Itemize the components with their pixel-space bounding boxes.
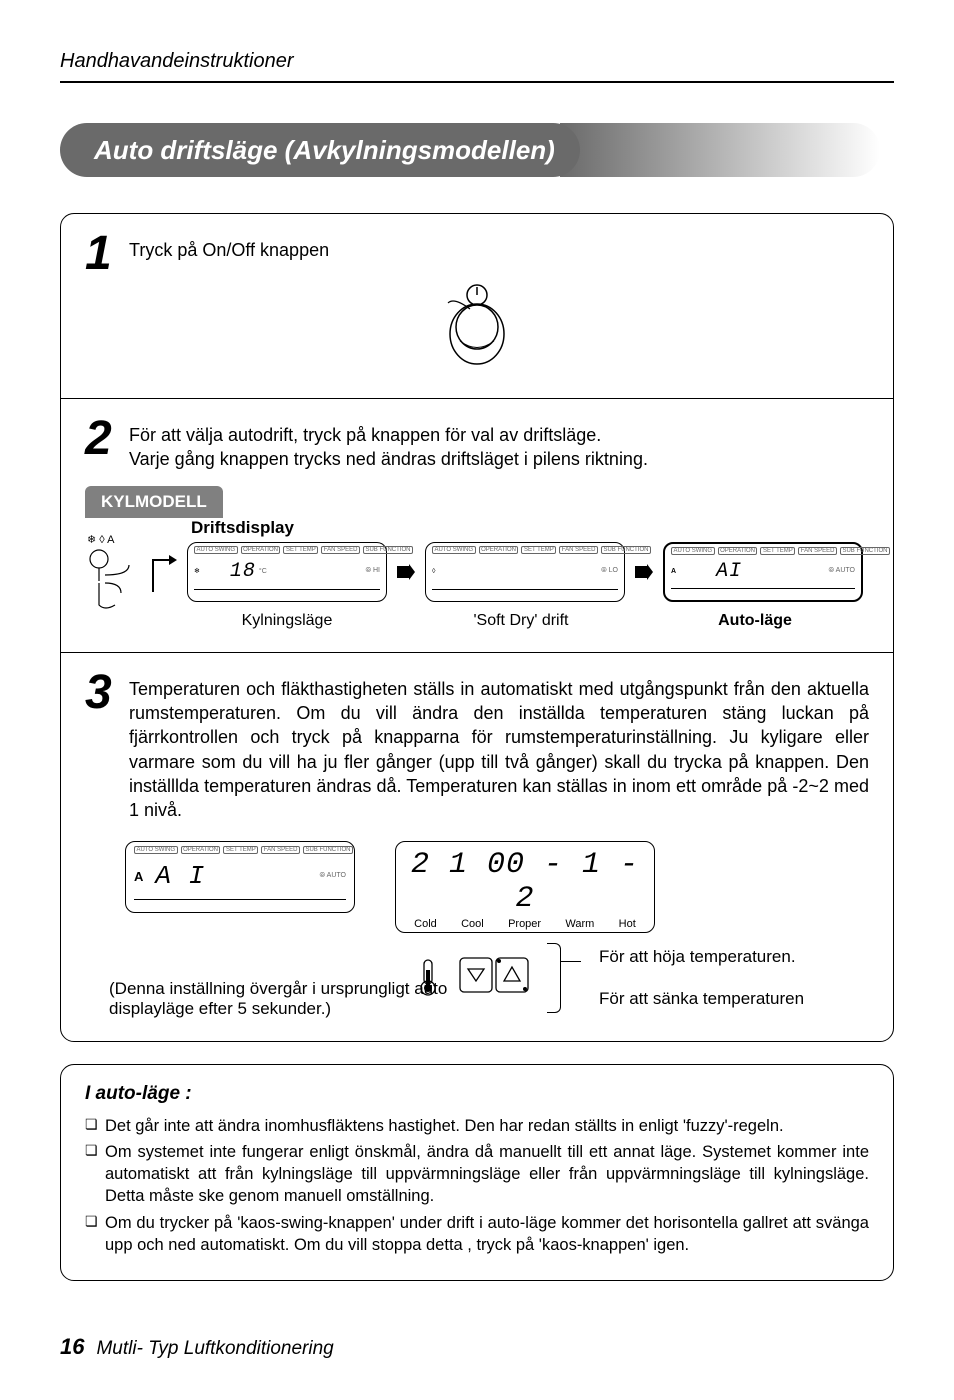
arrow-2 (635, 564, 653, 580)
parenthetical-note: (Denna inställning övergår i ursprunglig… (109, 979, 469, 1019)
page-number: 16 (60, 1334, 84, 1360)
display-heading: Driftsdisplay (191, 518, 863, 538)
step-1-text: Tryck på On/Off knappen (129, 232, 329, 262)
panel-auto: AUTO SWING OPERATION SET TEMP FAN SPEED … (663, 542, 863, 602)
panel-head: AUTO SWING OPERATION SET TEMP FAN SPEED … (432, 546, 618, 554)
panel-auto-value: AI (716, 560, 742, 583)
panel-softdry: AUTO SWING OPERATION SET TEMP FAN SPEED … (425, 542, 625, 602)
step-3-number: 3 (85, 671, 119, 714)
example-row: AUTO SWING OPERATION SET TEMP FAN SPEED … (125, 841, 869, 933)
step-3-section: 3 Temperaturen och fläkthastigheten stäl… (61, 653, 893, 1041)
svg-text:❄ ◊ A: ❄ ◊ A (87, 534, 115, 546)
example-panel: AUTO SWING OPERATION SET TEMP FAN SPEED … (125, 841, 355, 913)
step-1-number: 1 (85, 232, 119, 275)
arrow-1 (397, 564, 415, 580)
thermo-controls-row: För att höja temperaturen. För att sänka… (415, 943, 869, 1013)
temp-up-caption: För att höja temperaturen. (599, 947, 804, 967)
panel-triple: AUTO SWING OPERATION SET TEMP FAN SPEED … (187, 542, 863, 602)
title-gradient (560, 123, 880, 177)
operation-display-row: ❄ ◊ A Driftsdisplay AUTO SWING OP (85, 518, 869, 630)
step-2-number: 2 (85, 417, 119, 460)
step-2-section: 2 För att välja autodrift, tryck på knap… (61, 399, 893, 652)
panel-cooling: AUTO SWING OPERATION SET TEMP FAN SPEED … (187, 542, 387, 602)
temp-captions: För att höja temperaturen. För att sänka… (599, 947, 804, 1009)
main-instruction-box: 1 Tryck på On/Off knappen 2 För att välj… (60, 213, 894, 1042)
title-pill: Auto driftsläge (Avkylningsmodellen) (60, 123, 580, 177)
step-2-text: För att välja autodrift, tryck på knappe… (129, 417, 648, 472)
mode-label-row: Kylningsläge 'Soft Dry' drift Auto-läge (187, 612, 863, 630)
tips-box: I auto-läge : Det går inte att ändra ino… (60, 1064, 894, 1282)
power-icon (442, 279, 512, 371)
readout-column: 2 1 00 - 1 - 2 Cold Cool Proper Warm Hot (395, 841, 655, 933)
readout-value: 2 1 00 - 1 - 2 (402, 848, 648, 916)
tips-item: Om du trycker på 'kaos-swing-knappen' un… (85, 1212, 869, 1257)
temp-down-caption: För att sänka temperaturen (599, 989, 804, 1009)
elbow-arrow-icon (149, 544, 177, 604)
tips-item: Om systemet inte fungerar enligt önskmål… (85, 1141, 869, 1208)
section-title-bar: Auto driftsläge (Avkylningsmodellen) (60, 123, 894, 177)
running-head: Handhavandeinstruktioner (60, 50, 894, 73)
panel-head: AUTO SWING OPERATION SET TEMP FAN SPEED … (134, 846, 346, 854)
label-softdry: 'Soft Dry' drift (421, 612, 621, 630)
section-title: Auto driftsläge (Avkylningsmodellen) (94, 135, 555, 166)
panel-cool-value: 18 (230, 560, 256, 583)
tips-item: Det går inte att ändra inomhusfläktens h… (85, 1115, 869, 1137)
panel-head: AUTO SWING OPERATION SET TEMP FAN SPEED … (671, 547, 855, 555)
label-auto: Auto-läge (655, 612, 855, 630)
tips-title: I auto-läge : (85, 1083, 869, 1105)
updown-buttons (459, 957, 529, 998)
example-panel-icon: A (134, 869, 143, 884)
step-2-line2: Varje gång knappen trycks ned ändras dri… (129, 449, 648, 469)
panel-cool-icon: ❄ (194, 567, 200, 575)
display-column: Driftsdisplay AUTO SWING OPERATION SET T… (187, 518, 863, 630)
temperature-readout: 2 1 00 - 1 - 2 Cold Cool Proper Warm Hot (395, 841, 655, 933)
panel-auto-icon: A (671, 568, 676, 575)
example-panel-value: A I (155, 861, 205, 891)
tips-list: Det går inte att ändra inomhusfläktens h… (85, 1115, 869, 1257)
readout-scale: Cold Cool Proper Warm Hot (402, 918, 648, 930)
head-rule (60, 81, 894, 83)
page-footer: 16 Mutli- Typ Luftkonditionering (60, 1334, 334, 1360)
bracket-icon (547, 943, 581, 1013)
panel-soft-icon: ◊ (432, 568, 435, 575)
step-1-section: 1 Tryck på On/Off knappen (61, 214, 893, 398)
panel-head: AUTO SWING OPERATION SET TEMP FAN SPEED … (194, 546, 380, 554)
step-3-text: Temperaturen och fläkthastigheten ställs… (129, 671, 869, 823)
mode-indicator-icon: ❄ ◊ A (85, 531, 139, 617)
step-2-line1: För att välja autodrift, tryck på knappe… (129, 425, 601, 445)
power-button-illustration (85, 279, 869, 376)
label-cooling: Kylningsläge (187, 612, 387, 630)
footer-title: Mutli- Typ Luftkonditionering (96, 1338, 333, 1360)
model-tab: KYLMODELL (85, 486, 223, 518)
hand-icon-column: ❄ ◊ A (85, 531, 139, 617)
